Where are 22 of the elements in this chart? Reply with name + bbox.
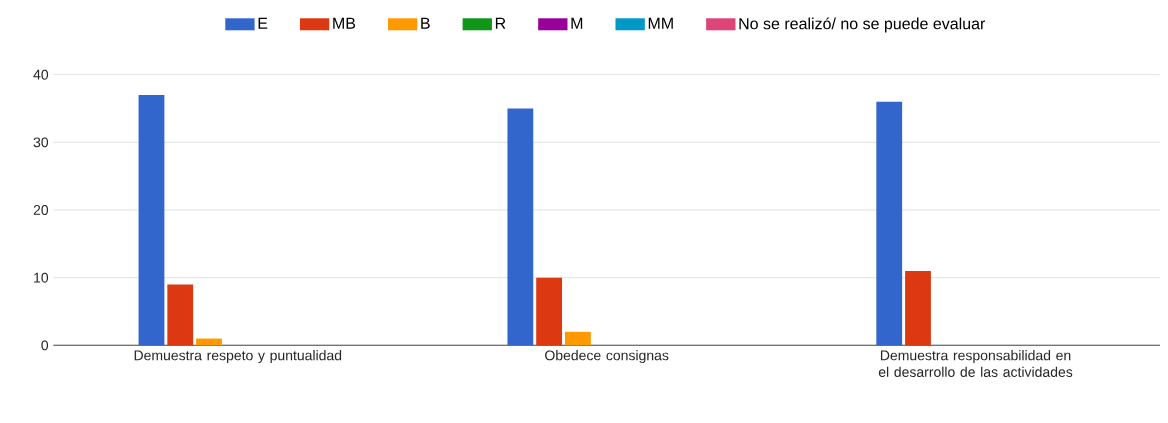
y-tick-label: 20 xyxy=(33,205,49,216)
legend-label: No se realizó/ no se puede evaluar xyxy=(739,17,986,33)
x-tick-label: Demuestra responsabilidad en el desarrollo de las actividades xyxy=(878,350,1073,378)
legend-label: E xyxy=(258,17,268,29)
legend-label: M xyxy=(571,17,583,29)
bar xyxy=(507,108,534,346)
x-tick-label: Demuestra respeto y puntualidad xyxy=(134,350,342,364)
legend-label: B xyxy=(421,17,430,29)
bar xyxy=(876,101,903,346)
legend-label: MB xyxy=(333,17,356,29)
bar xyxy=(905,271,931,346)
bar xyxy=(536,277,563,346)
bar xyxy=(167,284,194,346)
legend-label: R xyxy=(495,17,506,29)
y-tick-label: 40 xyxy=(33,69,49,80)
x-tick-label: Obedece consignas xyxy=(545,350,669,364)
y-tick-label: 0 xyxy=(41,340,49,351)
legend-label: MM xyxy=(648,17,673,29)
y-tick-label: 10 xyxy=(34,272,49,283)
y-tick-label: 30 xyxy=(33,137,49,148)
bar xyxy=(564,331,591,346)
bar xyxy=(138,95,165,346)
